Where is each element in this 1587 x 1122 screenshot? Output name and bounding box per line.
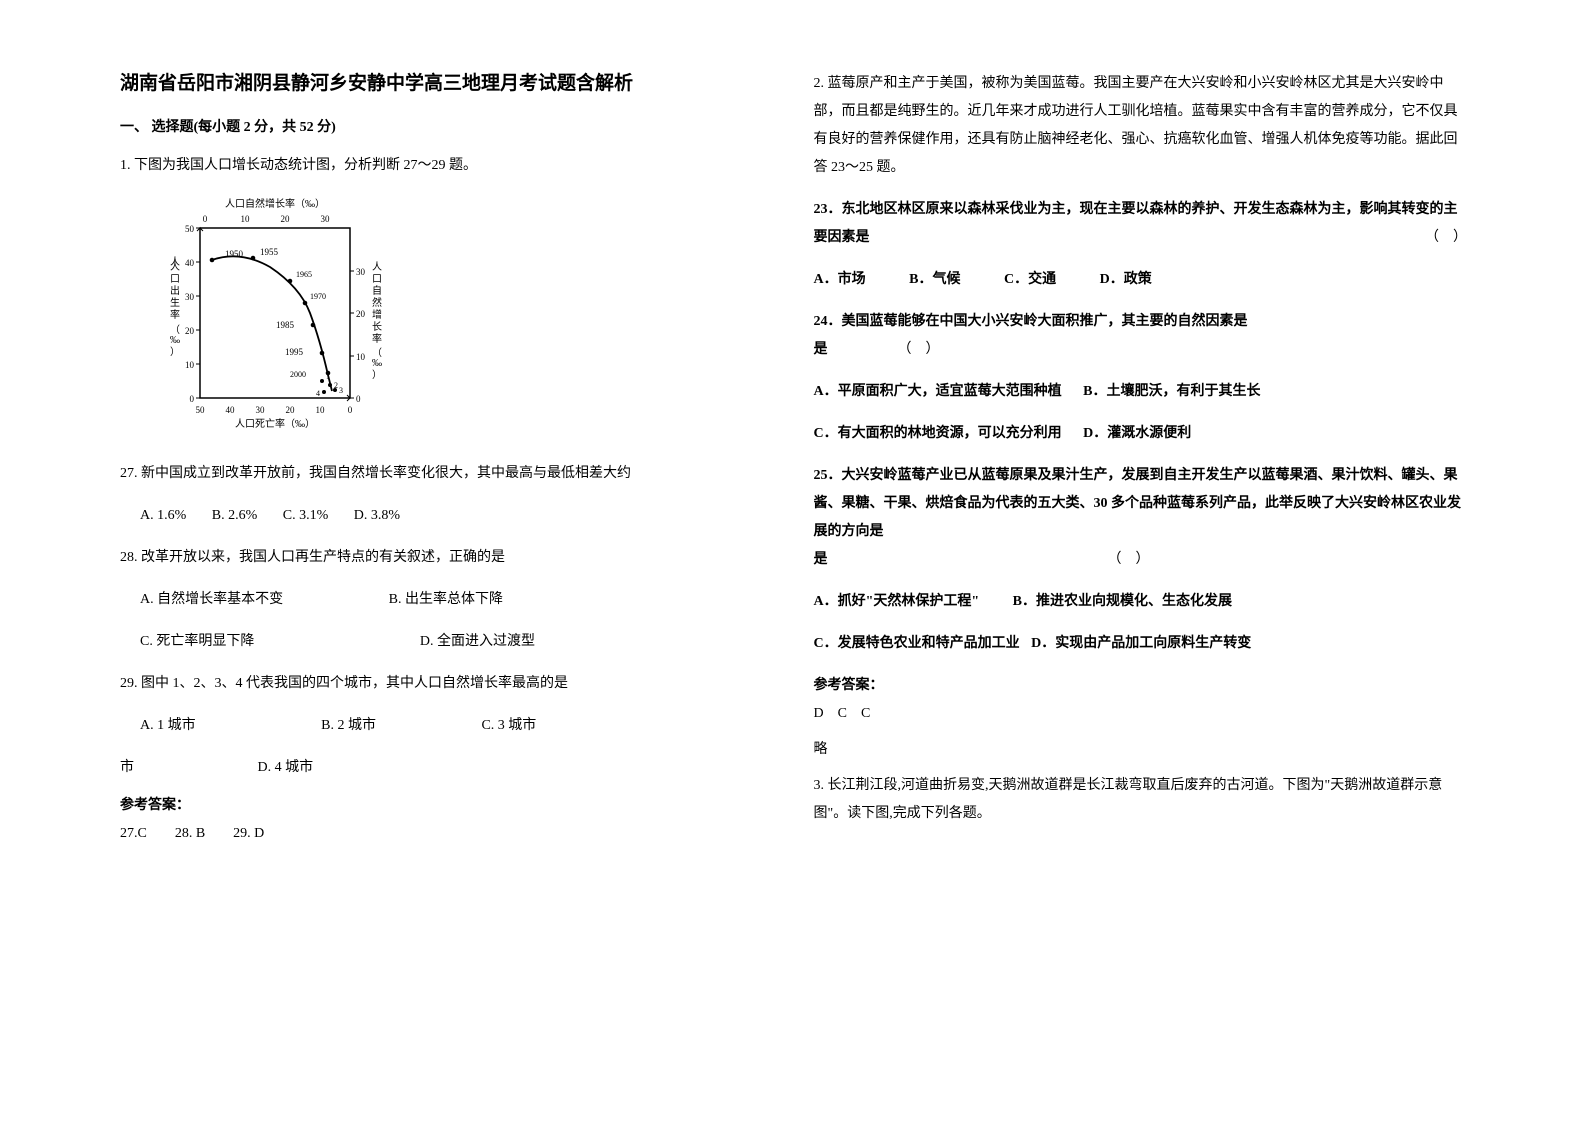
- right-column: 2. 蓝莓原产和主产于美国，被称为美国蓝莓。我国主要产在大兴安岭和小兴安岭林区尤…: [794, 70, 1488, 1052]
- q23-opt-c: C．交通: [1004, 272, 1056, 287]
- q27-opt-c: C. 3.1%: [283, 508, 329, 523]
- q24-opt-a: A．平原面积广大，适宜蓝莓大范围种植: [814, 384, 1062, 399]
- q27: 27. 新中国成立到改革开放前，我国自然增长率变化很大，其中最高与最低相差大约: [120, 460, 774, 488]
- rytick: 20: [356, 309, 366, 319]
- q1-intro: 1. 下图为我国人口增长动态统计图，分析判断 27～29 题。: [120, 152, 774, 180]
- top-tick: 20: [281, 214, 291, 224]
- q25-is: 是: [814, 552, 828, 567]
- q25-options-row1: A．抓好"天然林保护工程" B．推进农业向规模化、生态化发展: [814, 588, 1468, 616]
- section-heading: 一、 选择题(每小题 2 分，共 52 分): [120, 114, 774, 142]
- q27-opt-d: D. 3.8%: [354, 508, 400, 523]
- ytick: 40: [185, 258, 195, 268]
- q29-opt-a: A. 1 城市: [140, 718, 196, 733]
- top-tick: 30: [321, 214, 331, 224]
- btick: 40: [226, 405, 236, 415]
- svg-text:1955: 1955: [260, 247, 279, 257]
- q25: 25．大兴安岭蓝莓产业已从蓝莓原果及果汁生产，发展到自主开发生产以蓝莓果酒、果汁…: [814, 462, 1468, 546]
- q24-options-row1: A．平原面积广大，适宜蓝莓大范围种植 B．土壤肥沃，有利于其生长: [814, 378, 1468, 406]
- q28-opt-b: B. 出生率总体下降: [389, 592, 503, 607]
- svg-text:1995: 1995: [285, 347, 304, 357]
- q28-options-row1: A. 自然增长率基本不变 B. 出生率总体下降: [140, 586, 774, 614]
- answer-heading-2: 参考答案：: [814, 672, 1468, 700]
- q25-options-row2: C．发展特色农业和特产品加工业 D．实现由产品加工向原料生产转变: [814, 630, 1468, 658]
- ytick: 30: [185, 292, 195, 302]
- q24-block: 24．美国蓝莓能够在中国大小兴安岭大面积推广，其主要的自然因素是 是 （ ）: [814, 308, 1468, 364]
- svg-text:4: 4: [316, 389, 320, 398]
- q3-intro: 3. 长江荆江段,河道曲折易变,天鹅洲故道群是长江裁弯取直后废弃的古河道。下图为…: [814, 772, 1468, 828]
- q29-opt-c: C. 3 城市: [481, 718, 536, 733]
- svg-text:3: 3: [339, 386, 343, 395]
- top-tick: 0: [203, 214, 208, 224]
- svg-text:2000: 2000: [290, 370, 306, 379]
- paren: （ ）: [1108, 552, 1150, 567]
- q24-is: 是: [814, 342, 828, 357]
- btick: 30: [256, 405, 266, 415]
- svg-text:1985: 1985: [276, 320, 295, 330]
- answer-2: D C C: [814, 700, 1468, 728]
- q28-opt-d: D. 全面进入过渡型: [420, 634, 535, 649]
- answer-note: 略: [814, 736, 1468, 764]
- svg-text:1950: 1950: [225, 249, 244, 259]
- rytick: 0: [356, 394, 361, 404]
- top-tick: 10: [241, 214, 251, 224]
- answer-heading: 参考答案：: [120, 792, 774, 820]
- q27-options: A. 1.6% B. 2.6% C. 3.1% D. 3.8%: [140, 502, 774, 530]
- q29-city-cont: 市: [120, 760, 134, 775]
- chart-bottom-label: 人口死亡率（‰）: [235, 417, 315, 430]
- left-label-vertical: 人口出生率（‰）: [170, 261, 180, 358]
- answer-1: 27.C 28. B 29. D: [120, 820, 774, 848]
- q25-block: 25．大兴安岭蓝莓产业已从蓝莓原果及果汁生产，发展到自主开发生产以蓝莓果酒、果汁…: [814, 462, 1468, 574]
- q25-opt-b: B．推进农业向规模化、生态化发展: [1013, 594, 1232, 609]
- q25-opt-c: C．发展特色农业和特产品加工业: [814, 636, 1020, 651]
- q27-opt-a: A. 1.6%: [140, 508, 186, 523]
- rytick: 10: [356, 352, 366, 362]
- q28-options-row2: C. 死亡率明显下降 D. 全面进入过渡型: [140, 628, 774, 656]
- chart-top-label: 人口自然增长率（‰）: [225, 197, 325, 210]
- q28: 28. 改革开放以来，我国人口再生产特点的有关叙述，正确的是: [120, 544, 774, 572]
- paren: （ ）: [898, 342, 940, 357]
- q23-block: 23．东北地区林区原来以森林采伐业为主，现在主要以森林的养护、开发生态森林为主，…: [814, 196, 1468, 252]
- right-label-vertical: 人口自然增长率（‰）: [372, 261, 382, 381]
- left-column: 湖南省岳阳市湘阴县静河乡安静中学高三地理月考试题含解析 一、 选择题(每小题 2…: [100, 70, 794, 1052]
- q24-options-row2: C．有大面积的林地资源，可以充分利用 D．灌溉水源便利: [814, 420, 1468, 448]
- document-title: 湖南省岳阳市湘阴县静河乡安静中学高三地理月考试题含解析: [120, 70, 774, 99]
- btick: 50: [196, 405, 206, 415]
- q28-opt-a: A. 自然增长率基本不变: [140, 592, 283, 607]
- svg-text:1965: 1965: [296, 270, 312, 279]
- q29-opt-d: D. 4 城市: [258, 760, 314, 775]
- q24-opt-c: C．有大面积的林地资源，可以充分利用: [814, 426, 1062, 441]
- btick: 0: [348, 405, 353, 415]
- q23-opt-a: A．市场: [814, 272, 866, 287]
- q25-opt-d: D．实现由产品加工向原料生产转变: [1031, 636, 1251, 651]
- ytick: 10: [185, 360, 195, 370]
- q24-opt-b: B．土壤肥沃，有利于其生长: [1083, 384, 1260, 399]
- q29: 29. 图中 1、2、3、4 代表我国的四个城市，其中人口自然增长率最高的是: [120, 670, 774, 698]
- paren: （ ）: [1425, 224, 1467, 252]
- q23: 23．东北地区林区原来以森林采伐业为主，现在主要以森林的养护、开发生态森林为主，…: [814, 202, 1458, 245]
- q2-intro: 2. 蓝莓原产和主产于美国，被称为美国蓝莓。我国主要产在大兴安岭和小兴安岭林区尤…: [814, 70, 1468, 182]
- q24: 24．美国蓝莓能够在中国大小兴安岭大面积推广，其主要的自然因素是: [814, 308, 1468, 336]
- q25-opt-a: A．抓好"天然林保护工程": [814, 594, 980, 609]
- svg-text:1970: 1970: [310, 292, 326, 301]
- q23-opt-b: B．气候: [909, 272, 960, 287]
- q29-opt-b: B. 2 城市: [321, 718, 376, 733]
- svg-text:1: 1: [326, 372, 330, 381]
- population-chart: 人口自然增长率（‰） 0 10 20 30 50 40 30 20 10 0 0…: [150, 195, 400, 445]
- q23-opt-d: D．政策: [1100, 272, 1152, 287]
- ytick: 0: [190, 394, 195, 404]
- q29-row2: 市 D. 4 城市: [120, 754, 774, 782]
- q28-opt-c: C. 死亡率明显下降: [140, 634, 254, 649]
- rytick: 30: [356, 267, 366, 277]
- q24-opt-d: D．灌溉水源便利: [1083, 426, 1191, 441]
- btick: 20: [286, 405, 296, 415]
- q23-options: A．市场 B．气候 C．交通 D．政策: [814, 266, 1468, 294]
- ytick: 20: [185, 326, 195, 336]
- btick: 10: [316, 405, 326, 415]
- ytick: 50: [185, 224, 195, 234]
- q27-opt-b: B. 2.6%: [212, 508, 258, 523]
- q29-options: A. 1 城市 B. 2 城市 C. 3 城市: [140, 712, 774, 740]
- chart-svg: 人口自然增长率（‰） 0 10 20 30 50 40 30 20 10 0 0…: [150, 195, 400, 445]
